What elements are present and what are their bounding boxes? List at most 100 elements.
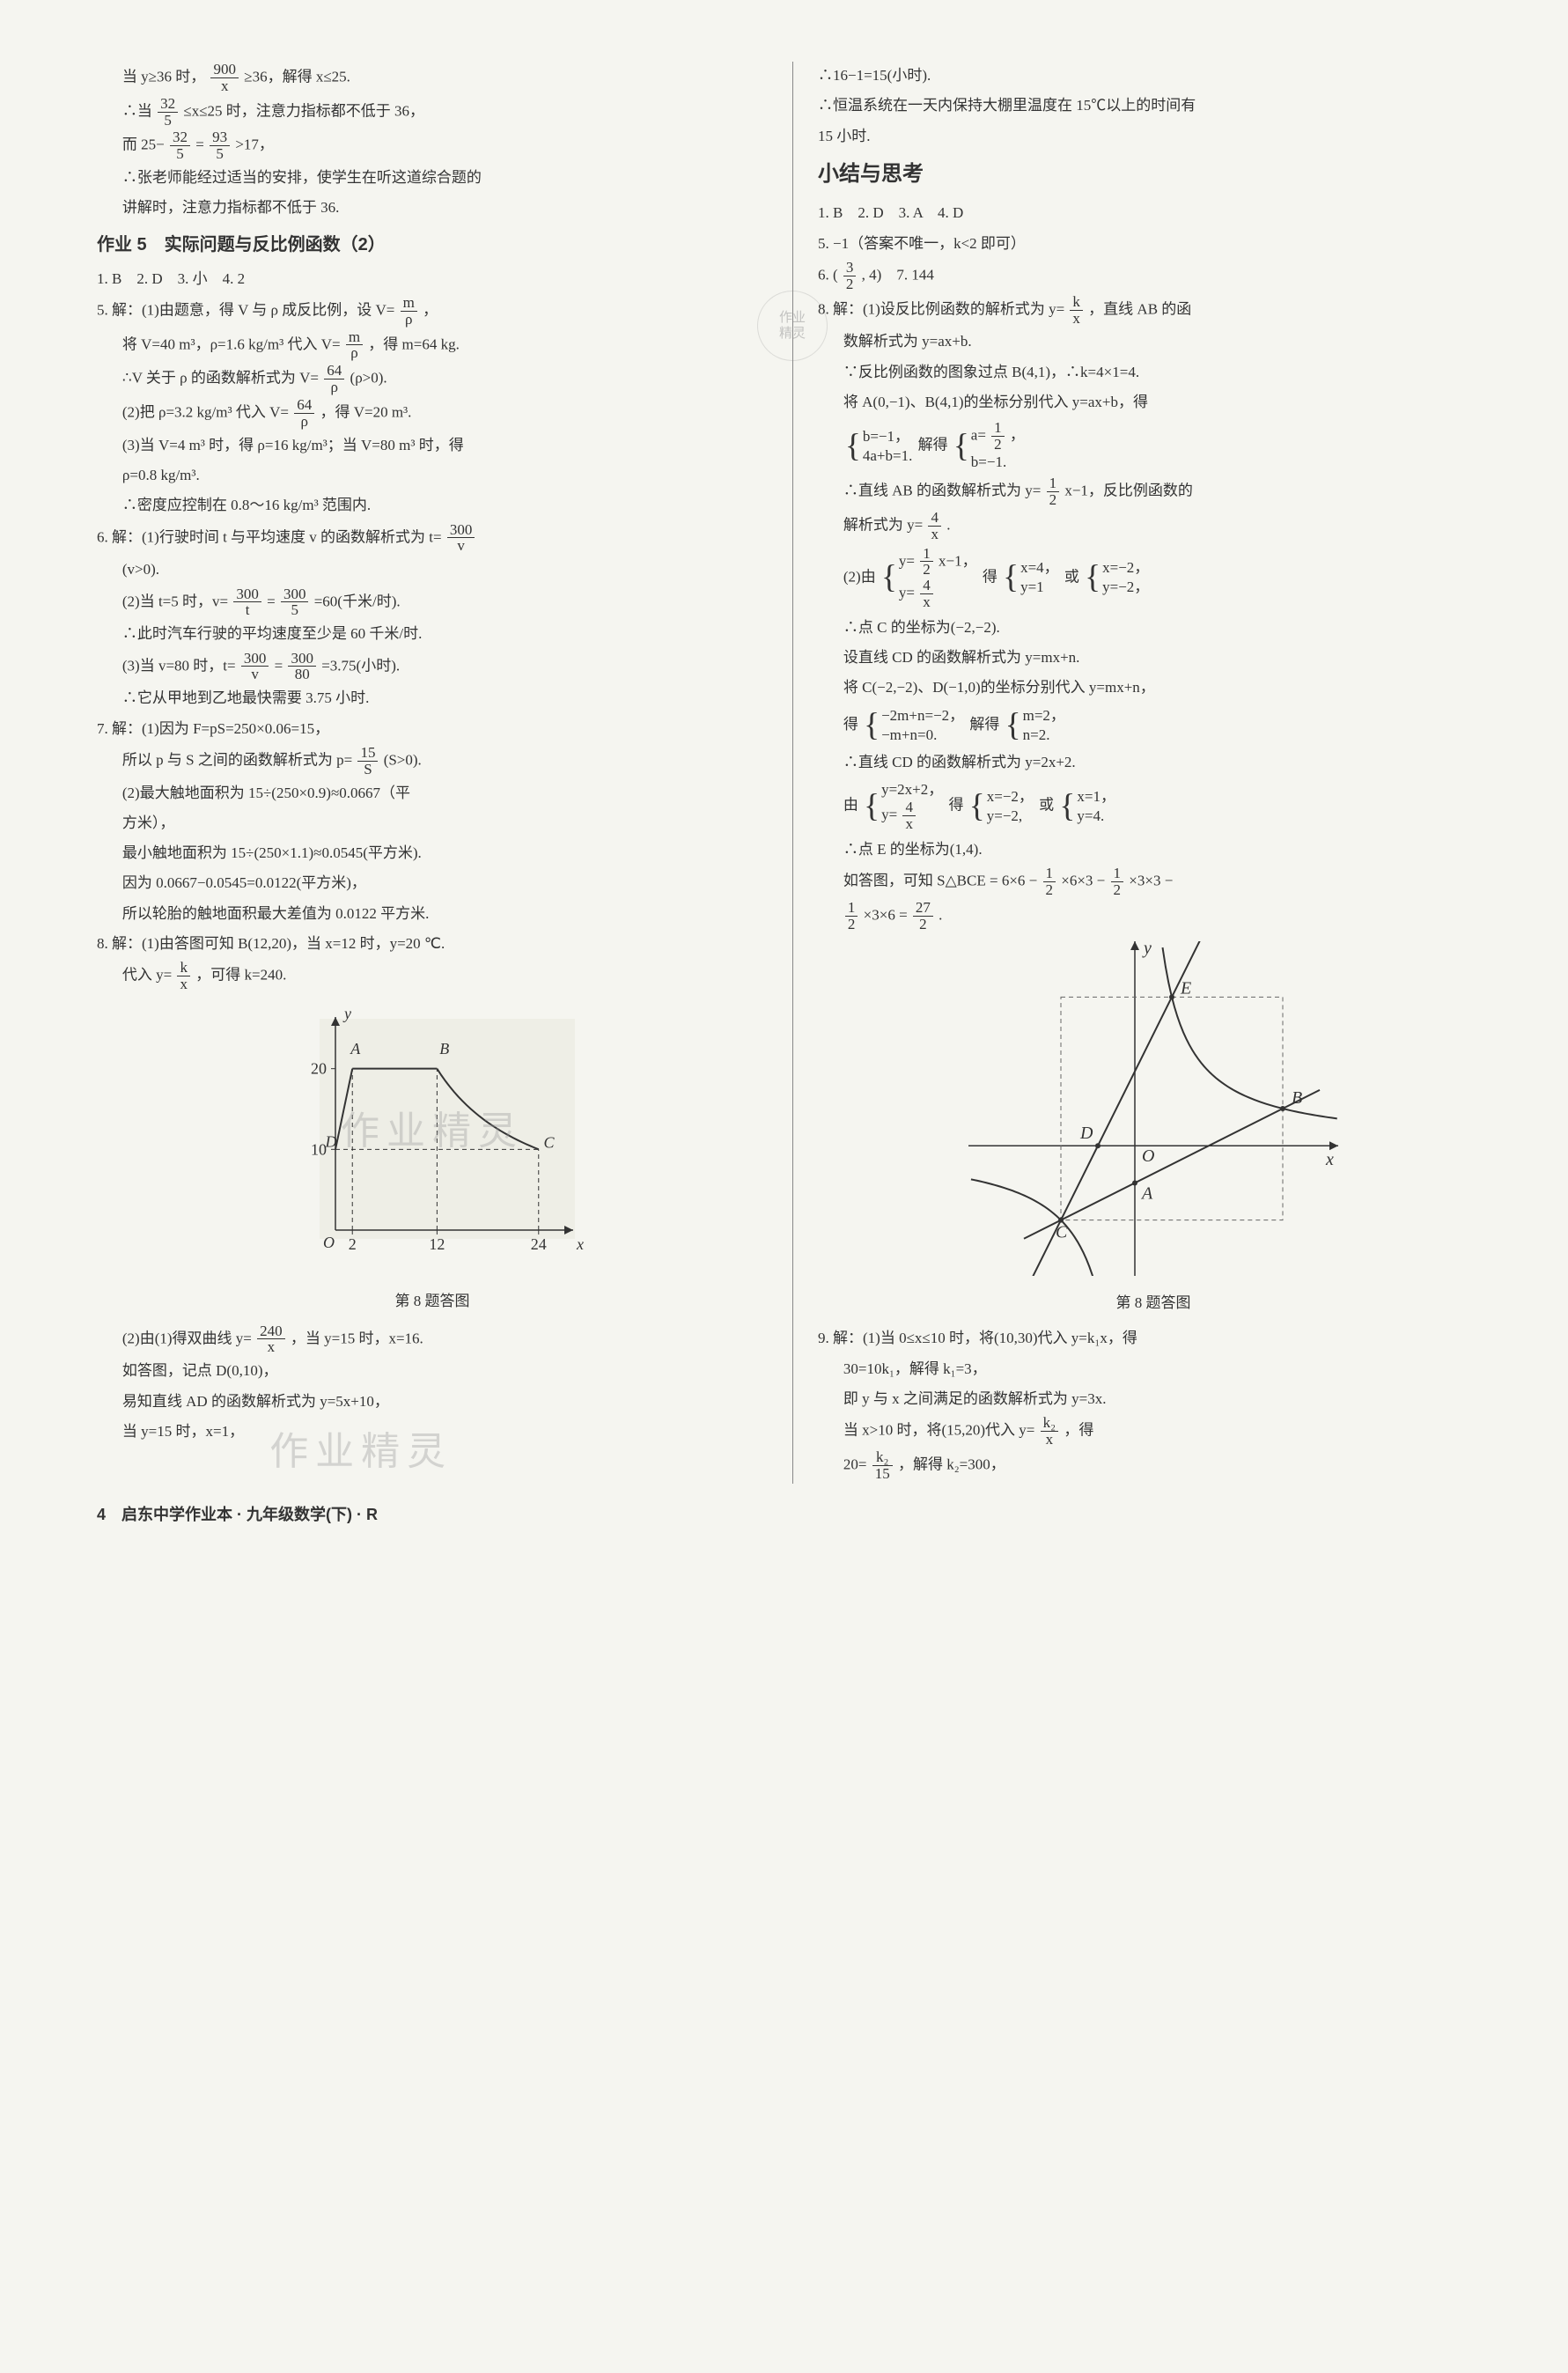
fraction: 12	[1047, 475, 1060, 508]
text: ，直线 AB 的函	[1088, 300, 1191, 317]
q8r-line: 解析式为 y= 4x .	[818, 510, 1489, 542]
fraction: mρ	[401, 295, 417, 328]
fraction: 64ρ	[324, 363, 344, 395]
text: 将 V=40 m³，ρ=1.6 kg/m³ 代入 V=	[122, 335, 341, 352]
q5-line: ρ=0.8 kg/m³.	[97, 461, 768, 490]
sys-row: 4a+b=1.	[863, 446, 912, 466]
sys-row: y= 4x	[899, 578, 977, 610]
text: 解得	[969, 716, 999, 733]
fraction: 32	[843, 260, 857, 292]
q7-line: 最小触地面积为 15÷(250×1.1)≈0.0545(平方米).	[97, 839, 768, 867]
brace-icon: {	[845, 431, 861, 461]
q7-line: 方米），	[97, 809, 768, 837]
q9-line: 30=10k₁，解得 k₁=3，	[818, 1355, 1489, 1383]
svg-text:20: 20	[311, 1060, 327, 1078]
text: 6. 解：(1)行驶时间 t 与平均速度 v 的函数解析式为 t=	[97, 528, 442, 545]
fraction: 12	[845, 900, 858, 932]
text: x−1，反比例函数的	[1064, 482, 1193, 498]
answer-row: 1. B 2. D 3. 小 4. 2	[97, 265, 768, 293]
q8-line: 如答图，记点 D(0,10)，	[97, 1357, 768, 1385]
chart-2-caption: 第 8 题答图	[818, 1289, 1489, 1317]
answer-row: 6. ( 32 , 4) 7. 144	[818, 260, 1489, 292]
sys-row: y=1	[1020, 578, 1059, 597]
fraction: 64ρ	[294, 397, 314, 430]
q6-line: 6. 解：(1)行驶时间 t 与平均速度 v 的函数解析式为 t= 300v	[97, 522, 768, 555]
svg-text:C: C	[544, 1134, 556, 1152]
line: 15 小时.	[818, 122, 1489, 151]
chart-2: ABCDEOxy	[968, 941, 1338, 1276]
text: .	[939, 906, 942, 923]
line: ∴张老师能经过适当的安排，使学生在听这道综合题的	[97, 164, 768, 192]
brace-group: { x=4， y=1	[1003, 558, 1059, 597]
equation-system: 由 { y=2x+2， y= 4x 得 { x=−2， y=−2,	[818, 778, 1489, 834]
brace-icon: {	[881, 563, 897, 593]
q8r-line: 将 C(−2,−2)、D(−1,0)的坐标分别代入 y=mx+n，	[818, 674, 1489, 702]
fraction: 325	[170, 129, 190, 162]
q8r-line: ∴点 E 的坐标为(1,4).	[818, 836, 1489, 864]
text: ≤x≤25 时，注意力指标都不低于 36，	[183, 102, 424, 119]
sys-row: x=−2，	[1102, 558, 1149, 578]
text: ×3×6 =	[864, 906, 908, 923]
svg-text:x: x	[576, 1235, 584, 1253]
text: 得	[983, 568, 997, 585]
brace-icon: {	[969, 792, 985, 822]
equation-system: (2)由 { y= 12 x−1， y= 4x 得 {	[818, 544, 1489, 612]
sys-row: b=−1.	[971, 453, 1025, 472]
svg-text:E: E	[1180, 978, 1191, 998]
text: ，得	[1064, 1421, 1093, 1438]
fraction: 300v	[241, 651, 269, 683]
two-column-layout: 作业 精灵 当 y≥36 时， 900x ≥36，解得 x≤25. ∴当 325…	[97, 62, 1489, 1484]
fraction: 30080	[288, 651, 316, 683]
text: =60(千米/时).	[314, 593, 401, 609]
chart-2-container: ABCDEOxy	[818, 941, 1489, 1286]
right-column: ∴16−1=15(小时). ∴恒温系统在一天内保持大棚里温度在 15℃以上的时间…	[792, 62, 1489, 1484]
q8r-line: 将 A(0,−1)、B(4,1)的坐标分别代入 y=ax+b，得	[818, 388, 1489, 416]
brace-group: { m=2， n=2.	[1005, 706, 1065, 745]
fraction: 4x	[902, 800, 916, 832]
brace-icon: {	[1005, 711, 1021, 741]
text: 8. 解：(1)设反比例函数的解析式为 y=	[818, 300, 1064, 317]
q5-line: ∴V 关于 ρ 的函数解析式为 V= 64ρ (ρ>0).	[97, 363, 768, 395]
text: (2)由(1)得双曲线 y=	[122, 1330, 252, 1346]
sys-row: y=4.	[1077, 807, 1115, 826]
q9-line: 即 y 与 x 之间满足的函数解析式为 y=3x.	[818, 1385, 1489, 1413]
svg-text:O: O	[323, 1234, 335, 1251]
svg-text:A: A	[350, 1040, 361, 1058]
brace-group: { −2m+n=−2， −m+n=0.	[864, 706, 964, 745]
q8r-line: ∴直线 CD 的函数解析式为 y=2x+2.	[818, 748, 1489, 777]
svg-text:C: C	[1056, 1222, 1068, 1242]
fraction: kx	[1070, 294, 1083, 327]
chart-1: 212241020OxyABCD	[274, 1001, 591, 1274]
q8r-line: 如答图，可知 S△BCE = 6×6 − 12 ×6×3 − 12 ×3×3 −	[818, 866, 1489, 898]
fraction: 4x	[928, 510, 941, 542]
brace-icon: {	[1085, 563, 1101, 593]
q6-line: (2)当 t=5 时，v= 300t = 3005 =60(千米/时).	[97, 586, 768, 619]
q8r-line: 设直线 CD 的函数解析式为 y=mx+n.	[818, 644, 1489, 672]
svg-text:B: B	[439, 1040, 449, 1058]
homework-5-title: 作业 5 实际问题与反比例函数（2）	[97, 228, 768, 262]
sys-row: y= 12 x−1，	[899, 546, 977, 579]
line: 而 25− 325 = 935 >17，	[97, 129, 768, 162]
text: (S>0).	[384, 751, 422, 768]
brace-group: { x=1， y=4.	[1059, 787, 1115, 826]
text: 由	[843, 797, 858, 814]
text: ×3×3 −	[1129, 873, 1173, 889]
fraction: 4x	[920, 578, 933, 610]
q8r-line: 12 ×3×6 = 272 .	[818, 900, 1489, 932]
brace-group: { y=2x+2， y= 4x	[864, 780, 943, 832]
line: ∴恒温系统在一天内保持大棚里温度在 15℃以上的时间有	[818, 92, 1489, 120]
text: ，得 V=20 m³.	[320, 403, 411, 420]
fraction: mρ	[346, 329, 363, 362]
svg-text:y: y	[1142, 941, 1152, 958]
fraction: 300t	[233, 586, 261, 619]
fraction: 300v	[447, 522, 475, 555]
fraction: 12	[920, 546, 933, 579]
q8-line: 易知直线 AD 的函数解析式为 y=5x+10，	[97, 1388, 768, 1416]
text: >17，	[235, 136, 274, 153]
q5-line: (2)把 ρ=3.2 kg/m³ 代入 V= 64ρ ，得 V=20 m³.	[97, 397, 768, 430]
sys-row: x=1，	[1077, 787, 1115, 807]
line: ∴当 325 ≤x≤25 时，注意力指标都不低于 36，	[97, 96, 768, 129]
text: =	[267, 593, 276, 609]
text: 所以 p 与 S 之间的函数解析式为 p=	[122, 751, 352, 768]
q7-line: (2)最大触地面积为 15÷(250×0.9)≈0.0667（平	[97, 779, 768, 807]
